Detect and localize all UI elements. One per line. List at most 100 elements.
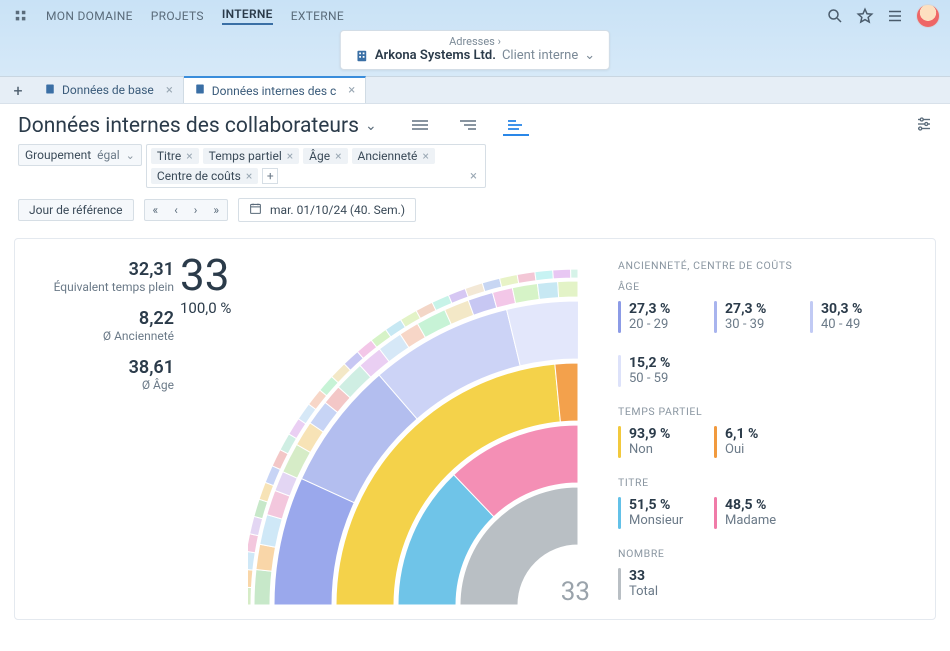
- filter-tag[interactable]: Âge ×: [303, 148, 347, 164]
- breadcrumb: Adresses ›: [355, 35, 595, 48]
- legend-item: 15,2 %50 - 59: [618, 355, 688, 387]
- tag-label: Ancienneté: [358, 149, 418, 163]
- legend-item: 27,3 %20 - 29: [618, 301, 688, 333]
- context-pill[interactable]: Adresses › Arkona Systems Ltd. Client in…: [340, 30, 610, 70]
- tag-label: Âge: [309, 149, 330, 163]
- legend-pct: 30,3 %: [821, 301, 862, 317]
- legend-item: 33Total: [618, 568, 688, 600]
- nav-projets[interactable]: PROJETS: [151, 9, 204, 23]
- add-tag-button[interactable]: +: [262, 168, 278, 184]
- calendar-icon: [249, 202, 262, 218]
- date-picker[interactable]: mar. 01/10/24 (40. Sem.): [238, 198, 416, 222]
- close-icon[interactable]: ×: [186, 149, 192, 163]
- add-tab-button[interactable]: +: [6, 77, 30, 103]
- nav-interne[interactable]: INTERNE: [222, 7, 273, 25]
- tab-label: Données de base: [62, 83, 154, 97]
- legend-item: 93,9 %Non: [618, 426, 688, 458]
- chevron-down-icon: ⌄: [126, 149, 135, 162]
- close-icon[interactable]: ×: [422, 149, 428, 163]
- chevron-down-icon[interactable]: ⌄: [365, 118, 377, 134]
- nav-next-button[interactable]: ›: [186, 200, 206, 220]
- legend-pct: 6,1 %: [725, 426, 758, 442]
- legend-label: Oui: [725, 442, 758, 457]
- close-icon[interactable]: ×: [335, 149, 341, 163]
- legend-row: 27,3 %20 - 2927,3 %30 - 3930,3 %40 - 491…: [618, 301, 917, 387]
- menu-icon[interactable]: [886, 7, 904, 25]
- view-switcher: [407, 116, 529, 136]
- grouping-tags: Titre×Temps partiel×Âge×Ancienneté×Centr…: [146, 144, 486, 188]
- chart-center-label: 33: [561, 577, 590, 607]
- age-value: 38,61: [25, 357, 174, 378]
- filter-tag[interactable]: Temps partiel ×: [203, 148, 300, 164]
- legend-label: Total: [629, 584, 658, 599]
- close-icon[interactable]: ×: [348, 83, 355, 98]
- legend-swatch: [618, 301, 621, 333]
- legend-pct: 27,3 %: [725, 301, 766, 317]
- legend-label: 20 - 29: [629, 317, 670, 332]
- nav-mon-domaine[interactable]: MON DOMAINE: [46, 9, 133, 23]
- legend-label: 30 - 39: [725, 317, 766, 332]
- legend: ANCIENNETÉ, CENTRE DE COÛTS ÂGE27,3 %20 …: [600, 253, 917, 619]
- view-list-button[interactable]: [407, 116, 433, 136]
- tab-1[interactable]: Données internes des c×: [184, 76, 366, 103]
- reference-day-button[interactable]: Jour de référence: [18, 199, 134, 221]
- domain-icon: [14, 9, 28, 23]
- clear-tags-button[interactable]: ×: [466, 169, 481, 184]
- fte-label: Équivalent temps plein: [25, 280, 174, 294]
- building-icon: [355, 49, 369, 63]
- date-bar: Jour de référence « ‹ › » mar. 01/10/24 …: [0, 194, 950, 232]
- nav-last-button[interactable]: »: [205, 200, 227, 220]
- legend-item: 6,1 %Oui: [714, 426, 784, 458]
- tag-label: Titre: [157, 149, 181, 163]
- age-label: Ø Âge: [25, 378, 174, 392]
- star-icon[interactable]: [856, 7, 874, 25]
- close-icon[interactable]: ×: [166, 83, 173, 98]
- tag-label: Centre de coûts: [157, 169, 241, 183]
- close-icon[interactable]: ×: [246, 169, 252, 183]
- legend-label: Monsieur: [629, 513, 683, 528]
- nav-first-button[interactable]: «: [145, 200, 167, 220]
- settings-icon[interactable]: [914, 115, 934, 137]
- legend-label: 40 - 49: [821, 317, 862, 332]
- nav-prev-button[interactable]: ‹: [166, 200, 186, 220]
- legend-row: 93,9 %Non 6,1 %Oui: [618, 426, 917, 458]
- legend-swatch: [618, 568, 621, 600]
- search-icon[interactable]: [826, 7, 844, 25]
- grouping-label: Groupement: [25, 148, 91, 162]
- legend-swatch: [714, 301, 717, 333]
- summary-stats: 32,31 Équivalent temps plein 8,22 Ø Anci…: [25, 253, 180, 619]
- filters: Groupement égal ⌄ Titre×Temps partiel×Âg…: [0, 144, 950, 194]
- legend-pct: 33: [629, 568, 658, 584]
- legend-label: Non: [629, 442, 670, 457]
- company-subtitle: Client interne: [502, 48, 578, 63]
- close-icon[interactable]: ×: [287, 149, 293, 163]
- grouping-selector[interactable]: Groupement égal ⌄: [18, 144, 142, 166]
- avatar[interactable]: [916, 4, 940, 28]
- legend-pct: 93,9 %: [629, 426, 670, 442]
- legend-pct: 15,2 %: [629, 355, 670, 371]
- view-tree-button[interactable]: [455, 116, 481, 136]
- topbar-actions: [826, 4, 940, 28]
- tab-0[interactable]: Données de base ×: [34, 77, 184, 103]
- filter-tag[interactable]: Ancienneté ×: [352, 148, 435, 164]
- filter-tag[interactable]: Titre ×: [151, 148, 199, 164]
- legend-group-title: NOMBRE: [618, 547, 917, 560]
- legend-pct: 27,3 %: [629, 301, 670, 317]
- seniority-label: Ø Ancienneté: [25, 329, 174, 343]
- legend-item: 48,5 %Madame: [714, 497, 784, 529]
- page-header: Données internes des collaborateurs⌄: [0, 104, 950, 144]
- seniority-value: 8,22: [25, 308, 174, 329]
- nav-externe[interactable]: EXTERNE: [291, 9, 344, 23]
- view-chart-button[interactable]: [503, 116, 529, 136]
- date-text: mar. 01/10/24 (40. Sem.): [270, 203, 405, 217]
- building-icon: [44, 83, 56, 98]
- date-nav: « ‹ › »: [144, 199, 228, 221]
- legend-pct: 51,5 %: [629, 497, 683, 513]
- chart-card: 32,31 Équivalent temps plein 8,22 Ø Anci…: [14, 238, 936, 620]
- tab-strip: + Données de base×Données internes des c…: [0, 76, 950, 104]
- legend-pct: 48,5 %: [725, 497, 776, 513]
- filter-tag[interactable]: Centre de coûts ×: [151, 168, 258, 184]
- tag-label: Temps partiel: [209, 149, 282, 163]
- legend-swatch: [714, 426, 717, 458]
- fte-value: 32,31: [25, 259, 174, 280]
